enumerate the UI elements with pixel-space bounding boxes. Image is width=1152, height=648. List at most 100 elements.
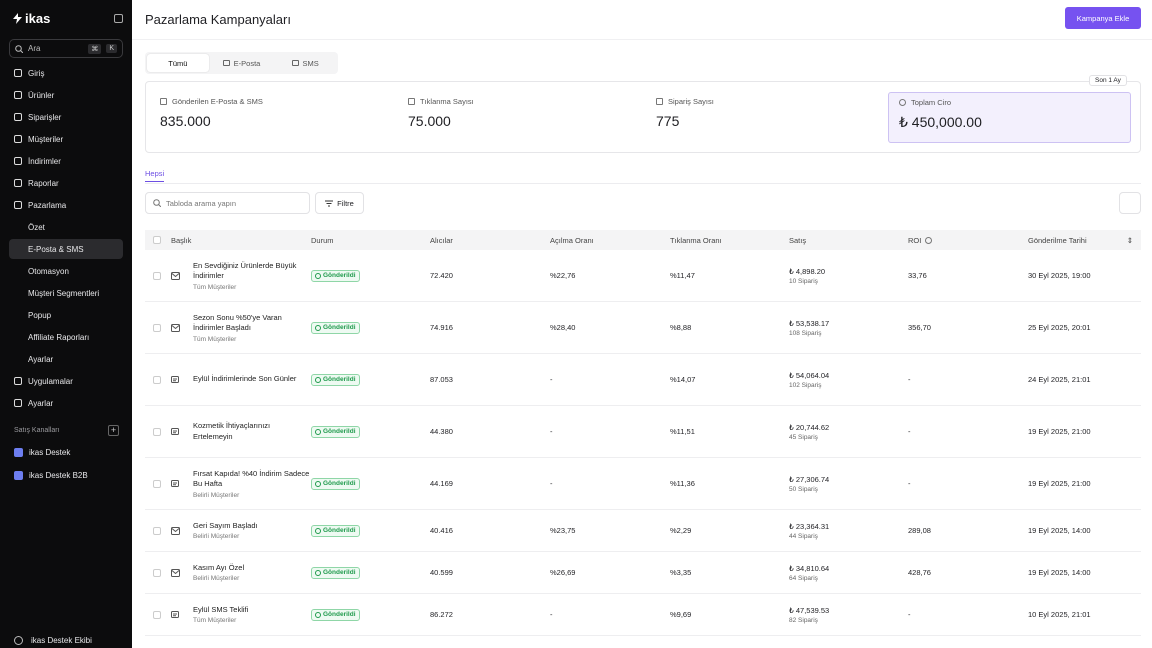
nav-item[interactable]: Otomasyon: [9, 261, 123, 281]
nav-item[interactable]: Raporlar: [9, 173, 123, 193]
sales-cell: ₺ 20,744.62 45 Sipariş: [789, 423, 908, 441]
checkbox[interactable]: [153, 526, 161, 535]
checkbox[interactable]: [153, 568, 161, 577]
checkbox[interactable]: [153, 479, 161, 488]
channel-icon: [14, 470, 23, 480]
nav-item[interactable]: Müşteri Segmentleri: [9, 283, 123, 303]
stat-value: ₺ 450,000.00: [899, 114, 982, 130]
table-row[interactable]: Fırsat Kapıda! %40 İndirim Sadece Bu Haf…: [145, 458, 1141, 510]
nav-item[interactable]: Ayarlar: [9, 349, 123, 369]
status-icon: [315, 527, 321, 534]
nav-item[interactable]: Ürünler: [9, 85, 123, 105]
nav-item[interactable]: Ayarlar: [9, 393, 123, 413]
nav-label: Özet: [28, 222, 45, 232]
click-rate: %8,88: [670, 323, 692, 332]
add-campaign-button[interactable]: Kampanya Ekle: [1065, 7, 1141, 29]
logo[interactable]: ikas: [13, 11, 50, 26]
roi: 33,76: [908, 271, 927, 280]
sales-cell: ₺ 27,306.74 50 Sipariş: [789, 475, 908, 493]
checkbox[interactable]: [153, 427, 161, 436]
shortcut-key: ⌘: [88, 43, 102, 54]
checkbox[interactable]: [153, 610, 161, 619]
title-cell: Kasım Ayı Özel Belirli Müşteriler: [193, 563, 311, 583]
collapse-button[interactable]: [114, 14, 123, 23]
recipients: 74.916: [430, 323, 453, 332]
checkbox[interactable]: [153, 375, 161, 384]
status-icon: [315, 272, 321, 279]
stat-icon: [408, 98, 415, 105]
checkbox[interactable]: [153, 323, 161, 332]
recipients: 72.420: [430, 271, 453, 280]
page-title: Pazarlama Kampanyaları: [145, 12, 291, 27]
open-rate: %23,75: [550, 526, 576, 535]
table-row[interactable]: Kozmetik İhtiyaçlarınızı Ertelemeyin Gönd…: [145, 406, 1141, 458]
nav-item[interactable]: Uygulamalar: [9, 371, 123, 391]
user[interactable]: ikas Destek Ekibi: [14, 636, 92, 645]
open-rate: %22,76: [550, 271, 576, 280]
nav-label: Ürünler: [28, 90, 55, 100]
table-row[interactable]: Sezon Sonu %50'ye Varan İndirimler Başla…: [145, 302, 1141, 354]
checkbox[interactable]: [153, 271, 161, 280]
sms-icon: [171, 375, 179, 383]
add-channel[interactable]: +: [108, 425, 119, 436]
campaign-audience: Tüm Müşteriler: [193, 617, 237, 625]
table-search[interactable]: Tabloda arama yapın: [145, 192, 310, 214]
nav-item[interactable]: Özet: [9, 217, 123, 237]
recipients: 86.272: [430, 610, 453, 619]
nav-label: İndirimler: [28, 156, 61, 166]
nav-item[interactable]: Popup: [9, 305, 123, 325]
nav-item[interactable]: Giriş: [9, 63, 123, 83]
sales-cell: ₺ 34,810.64 64 Sipariş: [789, 564, 908, 582]
table-row[interactable]: Eylül SMS Teklifi Tüm Müşteriler Gönderild…: [145, 594, 1141, 636]
search-icon: [153, 199, 161, 207]
tab-label: E-Posta: [233, 58, 261, 68]
nav-icon: [14, 201, 22, 209]
sales-cell: ₺ 54,064.04 102 Sipariş: [789, 371, 908, 389]
campaign-title: Kasım Ayı Özel: [193, 562, 245, 572]
column-header[interactable]: Gönderilme Tarihi ⇕: [1028, 236, 1141, 245]
stat-card: Tıklanma Sayısı 75.000: [398, 92, 641, 143]
tab[interactable]: SMS: [274, 54, 336, 72]
status-icon: [315, 428, 321, 435]
table-row[interactable]: Geri Sayım Başladı Belirli Müşteriler Gönd…: [145, 510, 1141, 552]
nav-item[interactable]: Affiliate Raporları: [9, 327, 123, 347]
filter-button[interactable]: Filtre: [315, 192, 364, 214]
sales: ₺ 34,810.64: [789, 563, 830, 573]
nav-item[interactable]: Müşteriler: [9, 129, 123, 149]
sales: ₺ 54,064.04: [789, 370, 830, 380]
nav-item[interactable]: Siparişler: [9, 107, 123, 127]
sales: ₺ 27,306.74: [789, 474, 830, 484]
channel-item[interactable]: ikas Destek: [9, 442, 123, 462]
status-icon: [315, 376, 321, 383]
campaign-title: Eylül SMS Teklifi: [193, 604, 249, 614]
nav-label: Uygulamalar: [28, 376, 73, 386]
status-icon: [315, 480, 321, 487]
nav-label: E-Posta & SMS: [28, 244, 84, 254]
nav-label: Siparişler: [28, 112, 62, 122]
tab[interactable]: E-Posta: [211, 54, 273, 72]
nav-item[interactable]: Pazarlama: [9, 195, 123, 215]
nav-icon: [14, 399, 22, 407]
email-icon: [171, 271, 180, 280]
checkbox[interactable]: [153, 236, 161, 244]
sidebar: ikas Ara ⌘ K Giriş Ürünler Siparişler Müşteri…: [0, 0, 132, 648]
logo-icon: [13, 13, 22, 24]
stats: Gönderilen E-Posta & SMS 835.000 Tıklanma …: [145, 81, 1141, 153]
search[interactable]: Ara ⌘ K: [9, 39, 123, 58]
nav-label: Giriş: [28, 68, 45, 78]
tab[interactable]: Tümü: [147, 54, 209, 72]
table-row[interactable]: En Sevdiğiniz Ürünlerde Büyük İndirimler…: [145, 250, 1141, 302]
status-text: Gönderildi: [323, 527, 356, 534]
shortcut-key: K: [106, 44, 117, 53]
nav-item[interactable]: İndirimler: [9, 151, 123, 171]
channel-item[interactable]: ikas Destek B2B: [9, 465, 123, 485]
subtab[interactable]: Hepsi: [145, 169, 165, 182]
table-row[interactable]: Eylül İndirimlerinde Son Günler Gönderild…: [145, 354, 1141, 406]
sent-at: 25 Eyl 2025, 20:01: [1028, 323, 1091, 332]
sort-button[interactable]: [1119, 192, 1141, 214]
stat-value: 835.000: [160, 113, 211, 129]
email-icon: [171, 526, 180, 535]
roi: -: [908, 610, 911, 619]
table-row[interactable]: Kasım Ayı Özel Belirli Müşteriler Gönderil…: [145, 552, 1141, 594]
nav-item[interactable]: E-Posta & SMS: [9, 239, 123, 259]
